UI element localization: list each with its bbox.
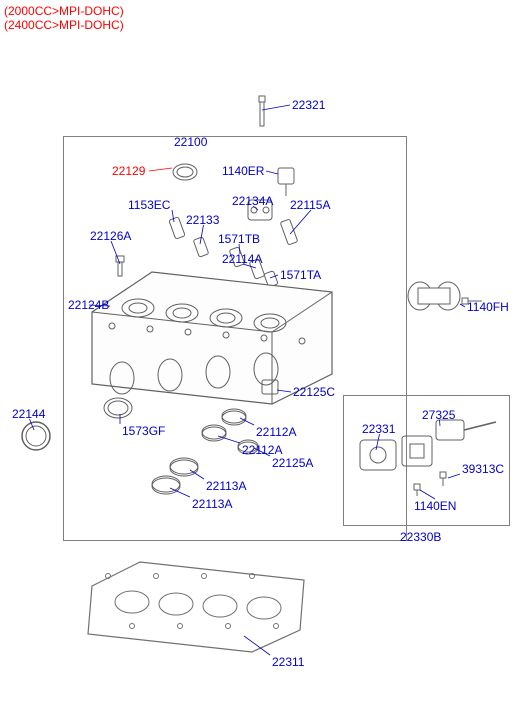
part-label-22331[interactable]: 22331: [362, 422, 395, 436]
part-label-1571TB[interactable]: 1571TB: [218, 232, 260, 246]
part-label-22124B[interactable]: 22124B: [68, 298, 109, 312]
part-label-22133[interactable]: 22133: [186, 213, 219, 227]
part-label-22321[interactable]: 22321: [292, 98, 325, 112]
part-label-22125C[interactable]: 22125C: [293, 385, 335, 399]
part-label-1153EC[interactable]: 1153EC: [128, 198, 170, 212]
part-label-1140FH[interactable]: 1140FH: [467, 300, 509, 314]
header-line-1: (2400CC>MPI-DOHC): [4, 18, 124, 32]
part-label-27325[interactable]: 27325: [422, 408, 455, 422]
part-label-1571TA[interactable]: 1571TA: [280, 268, 321, 282]
diagram-canvas: (2000CC>MPI-DOHC)(2400CC>MPI-DOHC) 22321…: [0, 0, 532, 727]
part-label-22113A[interactable]: 22113A: [206, 479, 246, 493]
part-label-22129[interactable]: 22129: [112, 164, 145, 178]
part-label-22126A[interactable]: 22126A: [90, 229, 131, 243]
part-label-22100[interactable]: 22100: [174, 135, 207, 149]
part-label-22112A2[interactable]: 22112A: [242, 443, 282, 457]
part-label-22125A[interactable]: 22125A: [272, 456, 313, 470]
part-label-22112A[interactable]: 22112A: [256, 425, 296, 439]
part-label-22114A[interactable]: 22114A: [222, 252, 262, 266]
part-label-22311[interactable]: 22311: [272, 655, 304, 669]
part-label-22115A[interactable]: 22115A: [290, 198, 330, 212]
part-label-39313C[interactable]: 39313C: [462, 462, 504, 476]
part-label-22113A2[interactable]: 22113A: [192, 497, 232, 511]
part-label-1573GF[interactable]: 1573GF: [122, 424, 165, 438]
part-label-22144[interactable]: 22144: [12, 407, 45, 421]
part-label-1140ER[interactable]: 1140ER: [222, 164, 264, 178]
header-line-0: (2000CC>MPI-DOHC): [4, 4, 124, 18]
part-label-22134A[interactable]: 22134A: [232, 194, 273, 208]
part-label-22330B[interactable]: 22330B: [400, 530, 441, 544]
part-label-1140EN[interactable]: 1140EN: [414, 499, 456, 513]
